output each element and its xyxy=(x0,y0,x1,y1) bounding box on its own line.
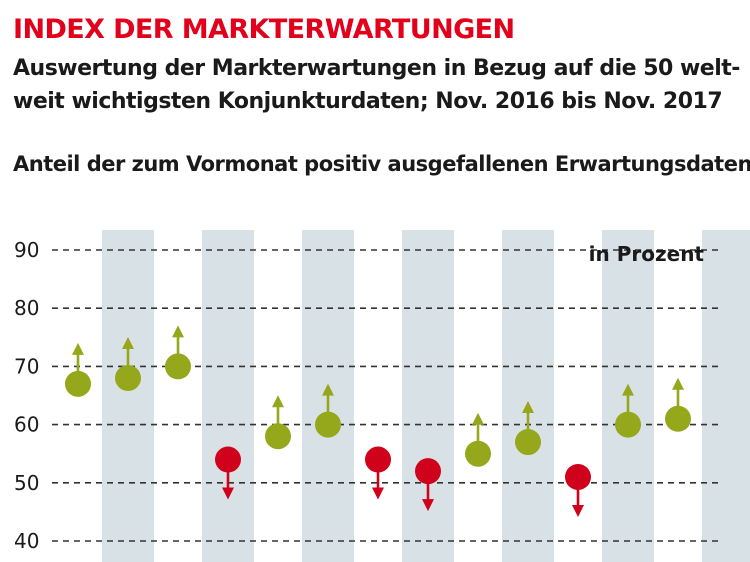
data-point-down xyxy=(365,446,391,500)
data-point-marker xyxy=(515,429,541,456)
y-tick-label: 40 xyxy=(14,529,39,553)
arrow-head xyxy=(272,395,284,408)
data-point-marker xyxy=(315,411,341,438)
chart-grid xyxy=(52,249,718,542)
arrow-head xyxy=(222,487,234,500)
y-axis-ticks: 90 80 70 60 50 40 xyxy=(14,238,39,553)
data-point-up xyxy=(315,383,341,438)
data-point-marker xyxy=(215,446,241,473)
data-point-up xyxy=(515,401,541,456)
band xyxy=(502,230,554,562)
data-point-marker xyxy=(365,446,391,473)
data-point-marker xyxy=(165,353,191,380)
chart-label: Anteil der zum Vormonat positiv ausgefal… xyxy=(13,152,750,176)
arrow-head xyxy=(172,325,184,338)
data-point-up xyxy=(115,337,141,392)
data-point-up xyxy=(165,325,191,380)
y-tick-label: 90 xyxy=(14,238,39,262)
data-point-marker xyxy=(265,423,291,450)
data-point-down xyxy=(215,446,241,500)
chart-title: INDEX DER MARKTERWARTUNGEN xyxy=(13,14,515,45)
arrow-head xyxy=(672,377,684,390)
data-point-marker xyxy=(115,365,141,392)
data-point-marker xyxy=(615,411,641,438)
data-point-up xyxy=(665,377,691,432)
data-point-down xyxy=(415,458,441,512)
data-point-down xyxy=(565,463,591,517)
data-point-up xyxy=(465,412,491,467)
band xyxy=(102,230,154,562)
data-point-up xyxy=(615,383,641,438)
data-point-up xyxy=(265,395,291,450)
arrow-head xyxy=(472,412,484,425)
unit-label: in Prozent xyxy=(589,242,705,266)
chart-bands xyxy=(102,230,750,562)
band xyxy=(202,230,254,562)
data-point-marker xyxy=(465,440,491,467)
chart-subtitle: Auswertung der Markterwartungen in Bezug… xyxy=(13,56,740,114)
arrow-head xyxy=(372,487,384,500)
data-point-marker xyxy=(665,405,691,432)
band xyxy=(702,230,750,562)
arrow-head xyxy=(422,499,434,512)
arrow-head xyxy=(72,342,84,355)
y-tick-label: 80 xyxy=(14,296,39,320)
data-points xyxy=(65,325,691,517)
arrow-head xyxy=(522,401,534,414)
data-point-marker xyxy=(65,370,91,397)
arrow-head xyxy=(622,383,634,396)
data-point-up xyxy=(65,342,91,397)
y-tick-label: 50 xyxy=(14,471,39,495)
y-tick-label: 70 xyxy=(14,354,39,378)
y-tick-label: 60 xyxy=(14,413,39,437)
data-point-marker xyxy=(565,463,591,490)
data-point-marker xyxy=(415,458,441,485)
arrow-head xyxy=(122,337,134,350)
arrow-head xyxy=(322,383,334,396)
band xyxy=(402,230,454,562)
arrow-head xyxy=(572,504,584,517)
